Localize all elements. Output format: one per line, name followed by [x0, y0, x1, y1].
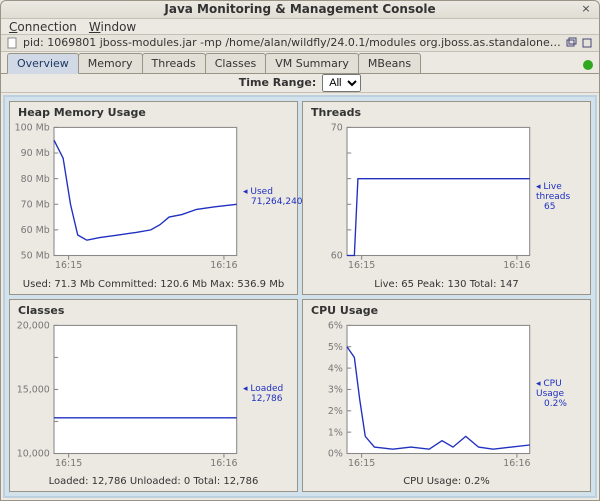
svg-text:16:16: 16:16: [210, 458, 237, 469]
close-icon[interactable]: ×: [579, 2, 593, 16]
svg-text:16:15: 16:15: [55, 458, 82, 469]
time-range-select[interactable]: All: [322, 74, 361, 92]
cpu-title: CPU Usage: [305, 304, 588, 317]
heap-panel: Heap Memory Usage 50 Mb 60 Mb 70 Mb 80 Mb 90…: [9, 101, 298, 295]
svg-text:4%: 4%: [328, 363, 343, 374]
classes-footer: Loaded: 12,786 Unloaded: 0 Total: 12,786: [12, 474, 295, 489]
menu-bar: Connection Window: [1, 19, 599, 35]
heap-side-label: ◂ Used 71,264,240: [243, 119, 295, 277]
heap-title: Heap Memory Usage: [12, 106, 295, 119]
tab-classes[interactable]: Classes: [205, 53, 266, 73]
tab-threads[interactable]: Threads: [142, 53, 206, 73]
threads-panel: Threads 60 70 16:15 16:16 ◂ Live threads 65…: [302, 101, 591, 295]
cpu-panel: CPU Usage 0% 1% 2% 3% 4% 5% 6% 16:15 16:16 ◂ CPU…: [302, 299, 591, 493]
svg-text:60: 60: [331, 251, 343, 262]
window-title: Java Monitoring & Management Console: [21, 2, 579, 16]
svg-text:16:15: 16:15: [55, 260, 82, 271]
time-range-label: Time Range:: [239, 76, 316, 89]
classes-title: Classes: [12, 304, 295, 317]
svg-text:60 Mb: 60 Mb: [21, 225, 50, 236]
svg-text:16:15: 16:15: [348, 260, 375, 271]
svg-text:16:16: 16:16: [503, 458, 530, 469]
restore-icon[interactable]: [565, 37, 577, 49]
threads-footer: Live: 65 Peak: 130 Total: 147: [305, 277, 588, 292]
svg-text:16:16: 16:16: [210, 260, 237, 271]
classes-panel: Classes 10,000 15,000 20,000 16:15 16:16 ◂ L…: [9, 299, 298, 493]
tab-overview[interactable]: Overview: [7, 53, 79, 74]
svg-text:16:15: 16:15: [348, 458, 375, 469]
tab-bar: Overview Memory Threads Classes VM Summa…: [1, 52, 599, 74]
threads-side-label: ◂ Live threads 65: [536, 119, 588, 277]
cpu-side-label: ◂ CPU Usage 0.2%: [536, 317, 588, 475]
classes-chart: 10,000 15,000 20,000 16:15 16:16: [12, 317, 243, 475]
tab-mbeans[interactable]: MBeans: [358, 53, 421, 73]
threads-title: Threads: [305, 106, 588, 119]
tab-memory[interactable]: Memory: [78, 53, 143, 73]
status-icon: [583, 60, 593, 70]
menu-window[interactable]: Window: [89, 20, 136, 34]
threads-chart: 60 70 16:15 16:16: [305, 119, 536, 277]
svg-text:70: 70: [331, 123, 343, 134]
heap-footer: Used: 71.3 Mb Committed: 120.6 Mb Max: 5…: [12, 277, 295, 292]
heap-chart: 50 Mb 60 Mb 70 Mb 80 Mb 90 Mb 100 Mb 16:15 16:1…: [12, 119, 243, 277]
svg-text:0%: 0%: [328, 448, 343, 459]
app-window: Java Monitoring & Management Console × C…: [0, 0, 600, 501]
svg-text:15,000: 15,000: [17, 384, 50, 395]
cpu-chart: 0% 1% 2% 3% 4% 5% 6% 16:15 16:16: [305, 317, 536, 475]
svg-text:20,000: 20,000: [17, 320, 50, 331]
title-bar: Java Monitoring & Management Console ×: [1, 1, 599, 19]
pid-bar: pid: 1069801 jboss-modules.jar -mp /home…: [1, 35, 599, 51]
menu-connection[interactable]: Connection: [9, 20, 77, 34]
tab-vmsummary[interactable]: VM Summary: [265, 53, 359, 73]
svg-text:10,000: 10,000: [17, 448, 50, 459]
svg-text:70 Mb: 70 Mb: [21, 199, 50, 210]
pid-text: pid: 1069801 jboss-modules.jar -mp /home…: [23, 36, 561, 49]
svg-text:5%: 5%: [328, 341, 343, 352]
svg-text:2%: 2%: [328, 405, 343, 416]
page-icon: [7, 37, 19, 49]
svg-text:90 Mb: 90 Mb: [21, 148, 50, 159]
chart-grid: Heap Memory Usage 50 Mb 60 Mb 70 Mb 80 Mb 90…: [3, 95, 597, 498]
svg-text:50 Mb: 50 Mb: [21, 251, 50, 262]
svg-text:6%: 6%: [328, 320, 343, 331]
detach-icon[interactable]: [581, 37, 593, 49]
cpu-footer: CPU Usage: 0.2%: [305, 474, 588, 489]
time-range-row: Time Range: All: [1, 74, 599, 94]
svg-text:100 Mb: 100 Mb: [15, 123, 50, 134]
svg-text:80 Mb: 80 Mb: [21, 174, 50, 185]
svg-text:3%: 3%: [328, 384, 343, 395]
svg-text:16:16: 16:16: [503, 260, 530, 271]
classes-side-label: ◂ Loaded 12,786: [243, 317, 295, 475]
svg-text:1%: 1%: [328, 427, 343, 438]
